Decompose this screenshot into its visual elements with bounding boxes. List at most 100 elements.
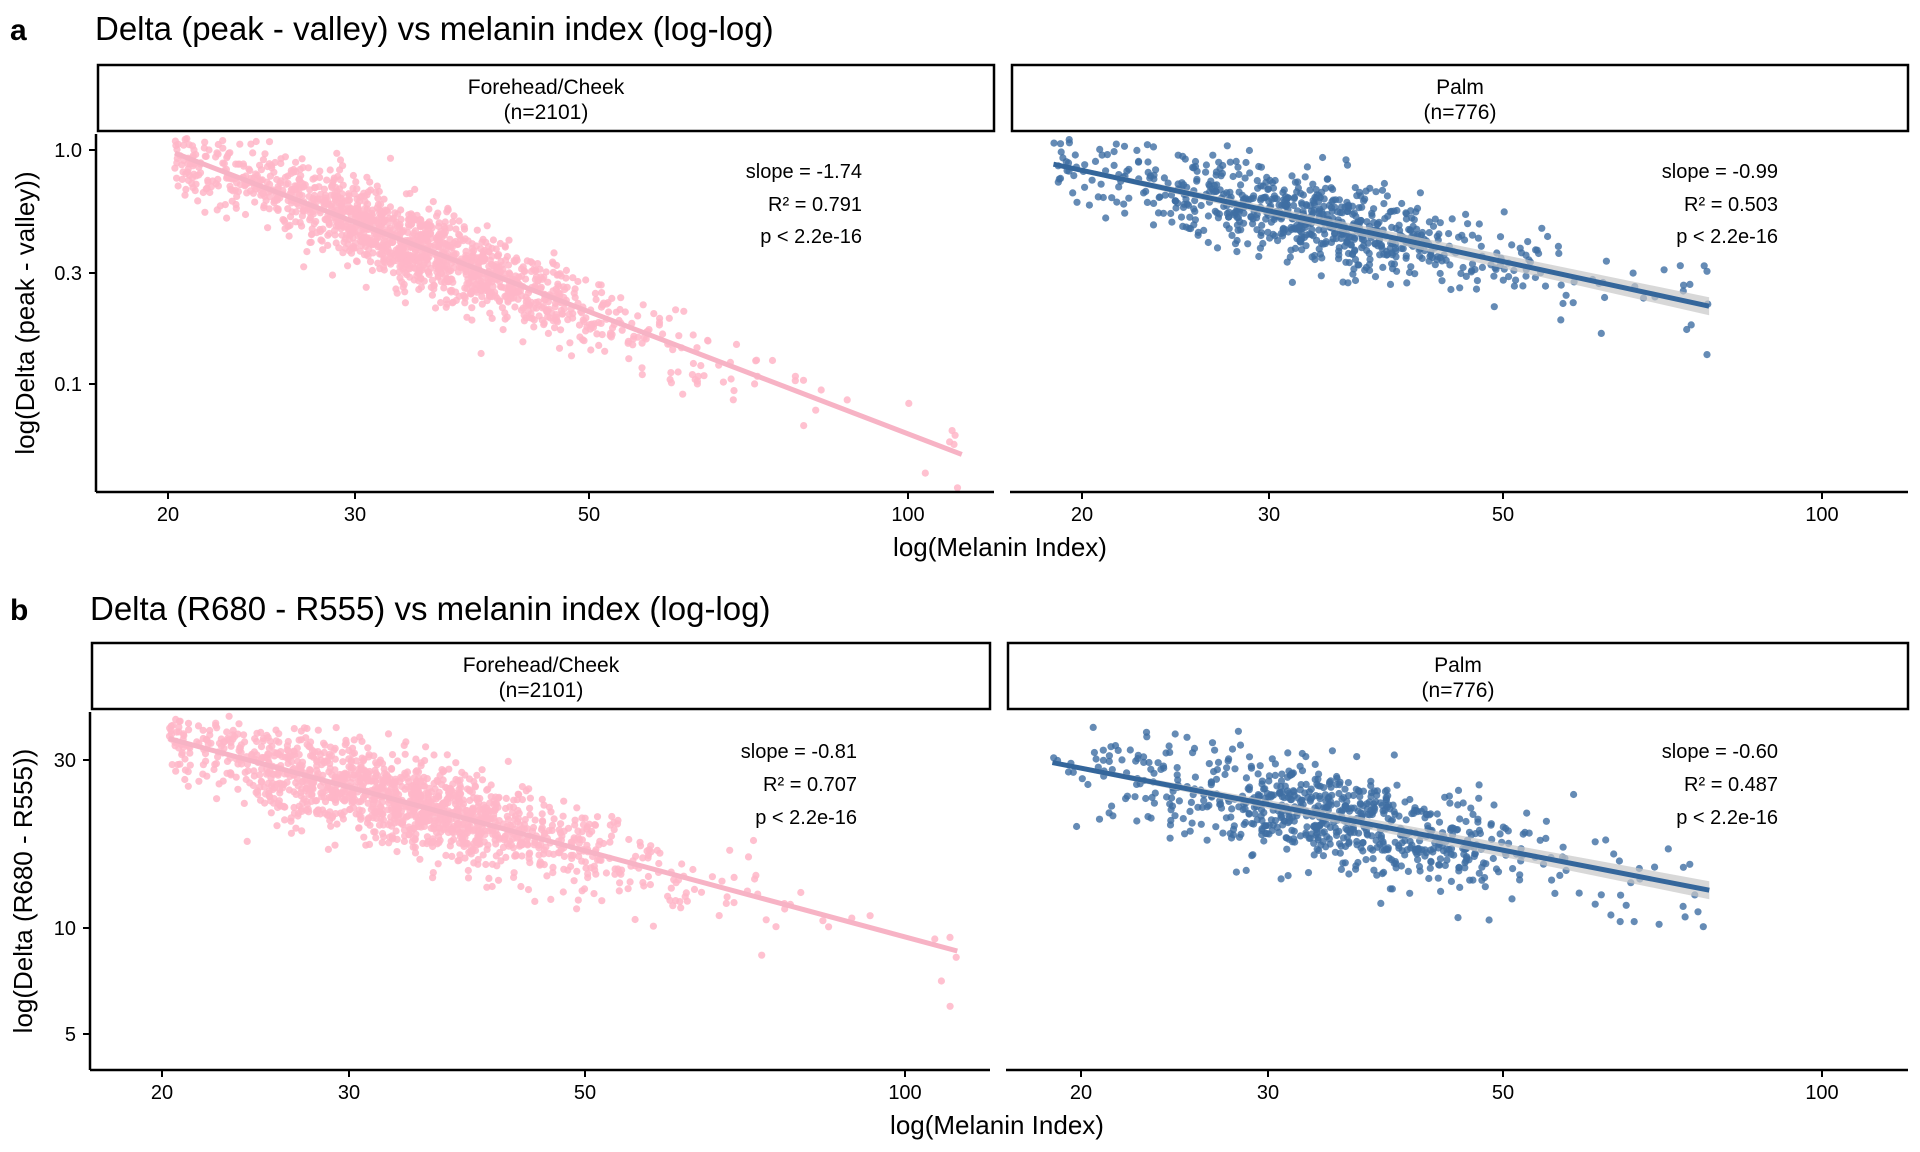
data-point [390,214,398,222]
panel-a-left-p: p < 2.2e-16 [760,226,862,248]
data-point [1190,205,1198,213]
data-point [1402,254,1410,262]
data-point [442,244,450,253]
data-point [401,769,409,777]
data-point [1617,891,1625,899]
data-point [462,271,470,279]
data-point [1135,157,1143,165]
data-point [1328,747,1336,755]
panel-b-left-strip-line2: (n=2101) [499,679,584,702]
data-point [294,782,302,790]
data-point [1471,830,1480,838]
data-point [1393,781,1401,789]
data-point [550,815,558,823]
data-point [1078,775,1086,783]
data-point [1371,273,1380,281]
data-point [1146,174,1154,182]
data-point [1105,757,1113,766]
data-point [1478,863,1486,871]
panel-b-ytick-label-30: 30 [54,750,76,772]
data-point [1179,815,1187,823]
data-point [644,872,653,881]
data-point [601,347,609,355]
data-point [1343,207,1351,216]
data-point [415,285,423,294]
data-point [478,300,486,308]
data-point [1597,891,1605,899]
data-point [1342,825,1350,833]
data-point [1388,816,1396,824]
data-point [749,836,758,845]
data-point [173,728,181,736]
data-point [471,296,479,304]
data-point [1436,855,1444,863]
data-point [411,795,419,803]
data-point [467,290,475,298]
data-point [1094,193,1102,201]
data-point [1388,223,1396,231]
data-point [452,288,460,296]
data-point [419,809,427,817]
data-point [266,737,274,745]
data-point [1283,258,1291,266]
data-point [536,861,544,869]
data-point [430,820,438,828]
data-point [727,375,735,383]
data-point [544,278,552,286]
data-point [380,266,388,274]
data-point [1056,174,1065,182]
data-point [1481,883,1489,891]
data-point [1510,282,1518,290]
data-point [1496,830,1504,838]
data-point [1377,899,1385,908]
data-point [438,801,446,809]
data-point [1676,262,1684,270]
data-point [1485,916,1493,924]
panel-b: b Delta (R680 - R555) vs melanin index (… [8,590,1910,1140]
data-point [1390,260,1399,268]
data-point [1215,158,1223,166]
data-point [1323,175,1331,183]
panel-a-left-strip-line2: (n=2101) [504,101,589,124]
data-point [1345,870,1353,878]
data-point [407,210,415,218]
data-point [340,808,349,816]
data-point [1664,845,1672,853]
data-point [183,135,191,143]
panel-a-right-fit [1052,161,1710,316]
data-point [436,814,444,823]
data-point [277,155,285,163]
data-point [595,841,603,849]
data-point [278,753,286,761]
data-point [445,787,453,795]
data-point [431,304,440,312]
data-point [1475,220,1483,228]
data-point [292,824,300,832]
data-point [555,344,564,352]
data-point [618,326,626,334]
data-point [596,856,604,864]
data-point [677,904,685,912]
data-point [1164,179,1172,187]
data-point [1538,224,1546,232]
data-point [1264,228,1272,236]
data-point [1342,258,1350,266]
data-point [186,749,194,757]
data-point [1467,804,1475,812]
data-point [1114,746,1122,755]
data-point [1248,819,1256,828]
data-point [325,229,333,238]
data-point [1256,762,1264,770]
data-point [530,323,538,331]
data-point [667,379,676,387]
data-point [355,806,363,814]
data-point [320,748,328,757]
data-point [288,758,296,766]
data-point [384,777,392,785]
data-point [1350,265,1358,273]
data-point [1122,795,1130,803]
data-point [1225,225,1233,233]
data-point [386,203,394,211]
data-point [1352,785,1360,793]
data-point [461,254,469,262]
